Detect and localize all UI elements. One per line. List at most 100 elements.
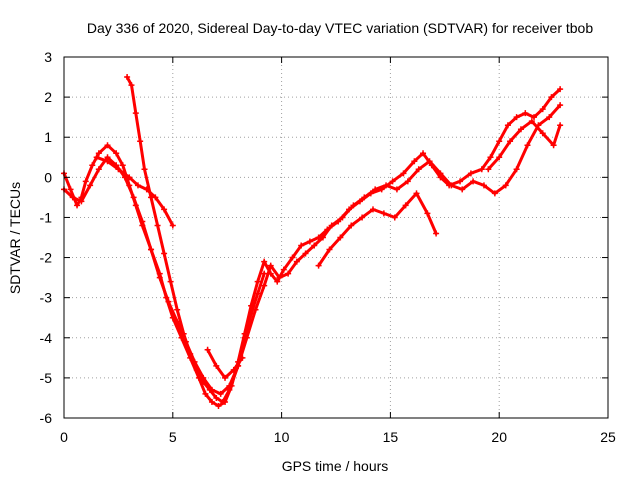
data-point [411,158,418,165]
data-point [230,366,237,373]
data-point [524,142,531,149]
data-point [369,206,376,213]
data-point [274,278,281,285]
x-tick-label: 5 [169,429,177,445]
data-point [137,138,144,145]
data-point [548,94,555,101]
data-point [141,166,148,173]
data-point [485,166,492,173]
data-point [513,166,520,173]
data-point [130,194,137,201]
data-point [285,270,292,277]
y-tick-label: -4 [40,330,53,346]
data-point [557,122,564,129]
data-point [361,194,368,201]
y-tick-label: -6 [40,410,53,426]
data-point [87,182,94,189]
data-point [215,402,222,409]
y-tick-label: 1 [44,129,52,145]
y-tick-label: 0 [44,169,52,185]
data-point [413,190,420,197]
data-point [113,150,120,157]
data-point [298,242,305,249]
data-point [200,378,207,385]
data-point [213,362,220,369]
data-point [389,178,396,185]
data-point [261,282,268,289]
data-point [478,166,485,173]
data-point [208,398,215,405]
data-point [420,150,427,157]
y-tick-label: -1 [40,209,53,225]
data-point [426,158,433,165]
data-point [507,138,514,145]
data-point [241,334,248,341]
data-point [154,222,161,229]
data-point [213,394,220,401]
data-point [204,346,211,353]
data-point [167,278,174,285]
data-point [315,262,322,269]
data-point [391,214,398,221]
data-point [180,330,187,337]
series-trace-4 [93,154,176,229]
data-point [89,162,96,169]
data-point [82,178,89,185]
data-point [126,174,133,181]
data-point [517,126,524,133]
data-point [546,114,553,121]
data-point [217,390,224,397]
data-point [306,238,313,245]
data-point [124,74,131,81]
data-point [226,386,233,393]
data-point [491,190,498,197]
data-point [404,178,411,185]
data-point [104,142,111,149]
data-point [219,398,226,405]
data-point [187,350,194,357]
data-point [78,198,85,205]
data-point [248,310,255,317]
x-tick-label: 25 [600,429,616,445]
y-axis-title: SDTVAR / TECUs [7,182,23,294]
data-point [280,266,287,273]
y-tick-label: -3 [40,290,53,306]
data-point [267,262,274,269]
data-point [550,142,557,149]
data-point [502,182,509,189]
data-point [156,274,163,281]
data-point [339,214,346,221]
data-point [239,354,246,361]
data-point [522,110,529,117]
data-point [319,234,326,241]
data-point [402,202,409,209]
data-point [487,154,494,161]
data-point [480,182,487,189]
series-trace-6 [315,190,440,269]
data-point [539,130,546,137]
data-point [557,102,564,109]
data-point [350,202,357,209]
grid-lines [64,57,608,418]
data-point [348,222,355,229]
data-point [531,114,538,121]
data-point [93,154,100,161]
data-point [311,242,318,249]
data-point [95,150,102,157]
data-point [539,106,546,113]
data-point [161,250,168,257]
data-point [261,270,268,277]
axis-ticks: 0 5 10 15 20 25 -6 -5 -4 -3 -2 -1 0 1 2 3 [40,49,616,445]
data-point [383,182,390,189]
data-point [400,170,407,177]
data-point [254,290,261,297]
data-point [513,114,520,121]
series-trace-7 [485,118,564,173]
data-point [134,182,141,189]
data-point [276,274,283,281]
data-point [132,110,139,117]
y-tick-label: -5 [40,370,53,386]
data-point [359,214,366,221]
plot-frame [63,56,609,419]
